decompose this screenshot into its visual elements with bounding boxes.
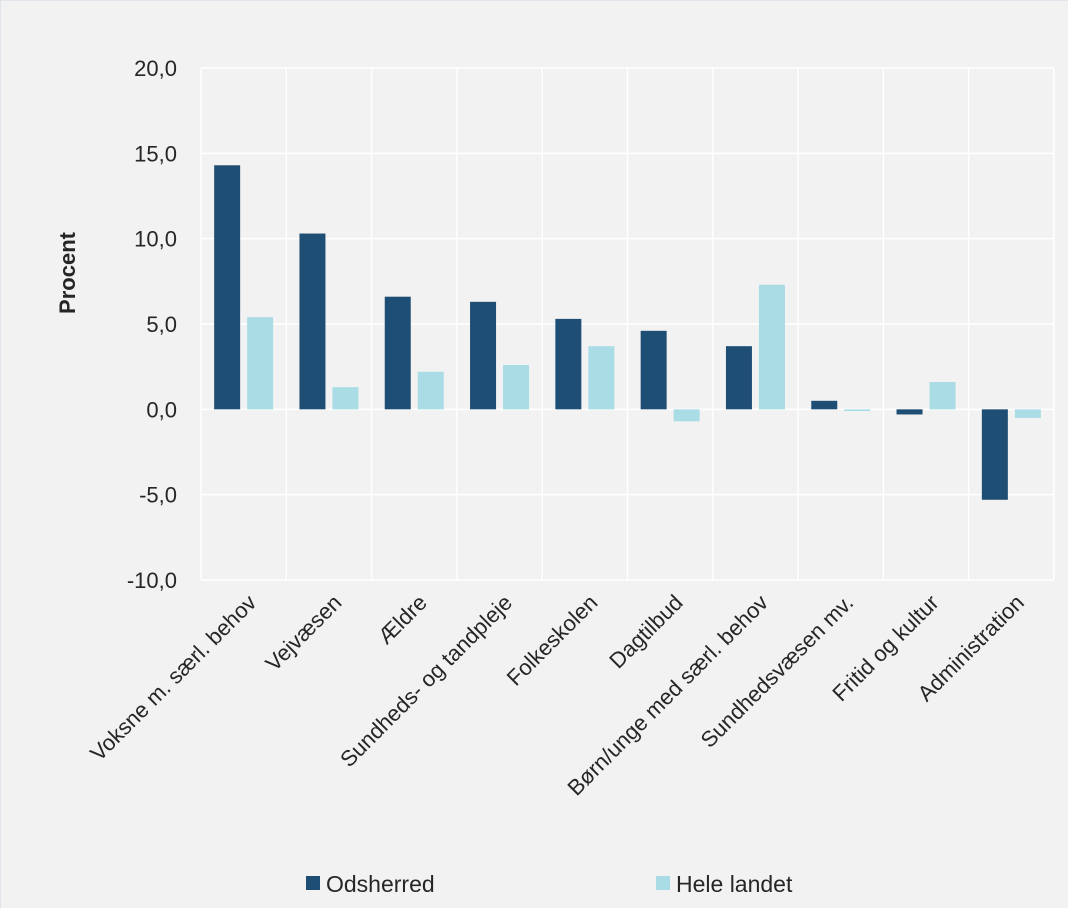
bar-hele-landet (1014, 409, 1041, 418)
x-tick-label: Vejvæsen (260, 590, 346, 676)
bar-odsherred (725, 346, 752, 410)
bar-hele-landet (247, 317, 274, 410)
y-tick-label: 20,0 (134, 56, 177, 81)
bar-hele-landet (588, 346, 615, 410)
y-tick-label: -5,0 (139, 483, 177, 508)
bar-hele-landet (673, 409, 700, 422)
bar-odsherred (981, 409, 1008, 500)
bar-hele-landet (332, 387, 359, 410)
x-tick-label: Ældre (373, 590, 432, 649)
y-tick-label: 15,0 (134, 141, 177, 166)
bar-hele-landet (844, 409, 871, 412)
legend-label: Hele landet (676, 871, 793, 897)
legend-swatch (656, 876, 670, 890)
y-tick-label: -10,0 (127, 568, 177, 593)
bar-hele-landet (503, 364, 530, 410)
y-tick-label: 0,0 (146, 397, 177, 422)
bars (214, 165, 1041, 500)
x-tick-label: Dagtilbud (604, 590, 687, 673)
bar-odsherred (384, 296, 411, 410)
x-tick-label: Sundhedsvæsen mv. (696, 590, 859, 753)
x-tick-label: Folkeskolen (502, 590, 603, 691)
x-tick-label: Sundheds- og tandpleje (335, 590, 517, 772)
bar-odsherred (555, 318, 582, 410)
bar-hele-landet (929, 382, 956, 410)
y-axis-ticks: -10,0 -5,0 0,0 5,0 10,0 15,0 20,0 (127, 56, 177, 593)
y-tick-label: 5,0 (146, 312, 177, 337)
legend-swatch (306, 876, 320, 890)
bar-odsherred (811, 400, 838, 410)
legend: Odsherred Hele landet (306, 871, 793, 897)
bar-odsherred (214, 165, 241, 410)
y-axis-title: Procent (55, 231, 80, 314)
gridlines (200, 67, 1055, 581)
y-tick-label: 10,0 (134, 227, 177, 252)
bar-odsherred (299, 233, 326, 410)
bar-odsherred (896, 409, 923, 415)
bar-odsherred (470, 301, 497, 410)
x-axis-categories: Voksne m. særl. behov Vejvæsen ÆldreSundhe… (85, 590, 1029, 801)
bar-odsherred (640, 330, 667, 410)
bar-hele-landet (417, 371, 444, 410)
legend-label: Odsherred (326, 871, 435, 897)
bar-hele-landet (758, 284, 785, 410)
x-tick-label: Voksne m. særl. behov (85, 590, 261, 766)
